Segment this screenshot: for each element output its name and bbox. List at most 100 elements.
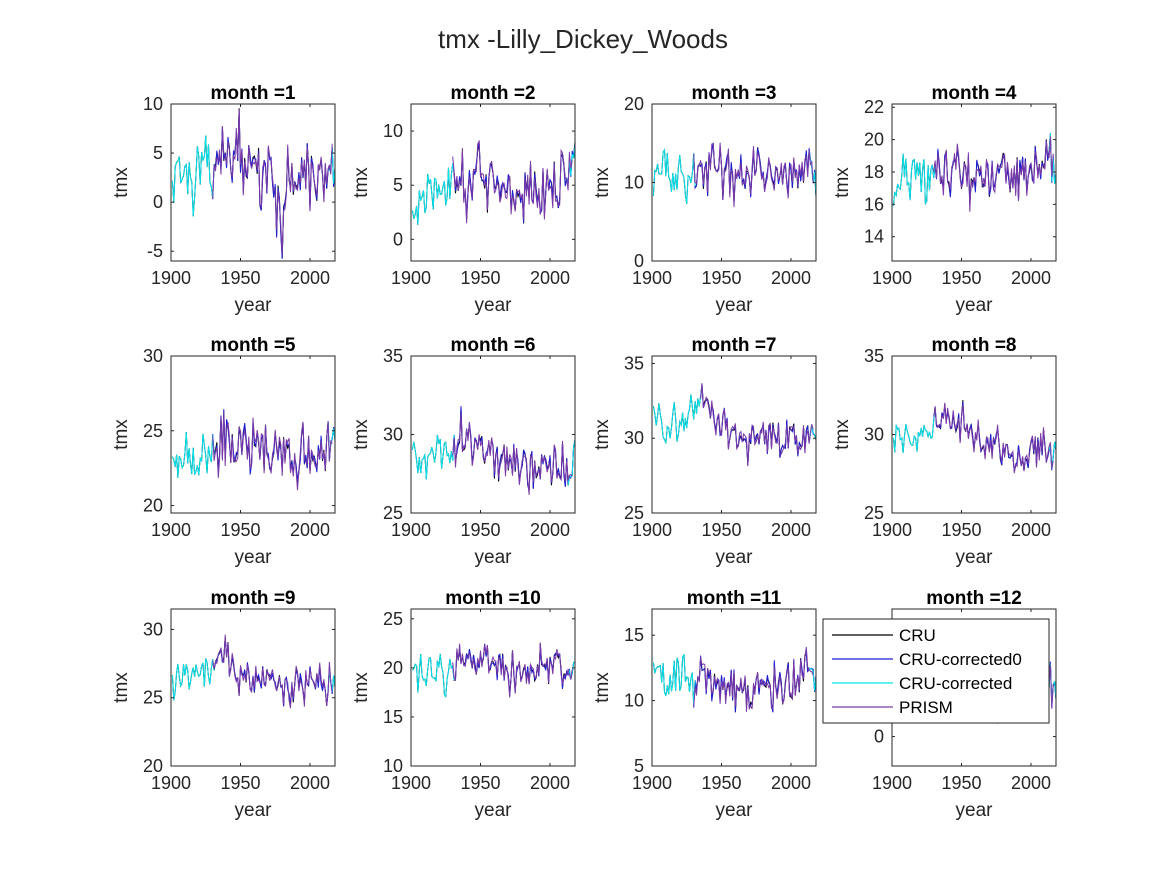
legend: CRU CRU-corrected0 CRU-corrected PRISM xyxy=(822,618,1050,724)
y-tick-label: 20 xyxy=(143,756,163,776)
y-tick-label: 0 xyxy=(634,251,644,271)
y-axis-label: tmx xyxy=(351,672,372,703)
series-line-cru-corrected0 xyxy=(212,109,335,259)
subplot-title: month =3 xyxy=(692,83,777,104)
series-line-prism xyxy=(933,136,1054,212)
y-tick-label: 30 xyxy=(864,425,884,445)
x-tick-label: 1950 xyxy=(220,520,260,540)
y-tick-label: 25 xyxy=(143,421,163,441)
series-line-cru-corrected0 xyxy=(933,401,1056,472)
series-line-cru-corrected xyxy=(652,148,696,204)
x-tick-label: 2000 xyxy=(771,268,811,288)
legend-box xyxy=(822,618,1050,724)
x-tick-label: 2000 xyxy=(771,773,811,793)
x-tick-label: 1950 xyxy=(460,268,500,288)
series-line-cru xyxy=(411,407,575,491)
x-axis-label: year xyxy=(956,295,994,316)
x-axis-label: year xyxy=(235,800,273,821)
x-tick-label: 1950 xyxy=(941,773,981,793)
x-tick-label: 2000 xyxy=(530,268,570,288)
x-tick-label: 1900 xyxy=(151,520,191,540)
x-axis-label: year xyxy=(716,800,754,821)
y-tick-label: 30 xyxy=(143,346,163,366)
subplot-title: month =10 xyxy=(445,588,541,609)
subplot-title: month =7 xyxy=(692,335,777,356)
axes-box xyxy=(410,103,576,262)
x-tick-label: 2000 xyxy=(290,520,330,540)
figure-title: tmx -Lilly_Dickey_Woods xyxy=(438,24,728,54)
y-tick-label: 5 xyxy=(634,756,644,776)
series-line-prism xyxy=(212,110,333,255)
x-tick-label: 2000 xyxy=(530,520,570,540)
axes-box xyxy=(170,355,336,514)
subplot-month-2: 1900 1950 2000 0 5 10 month =2 year tmx xyxy=(351,83,576,316)
y-axis-label: tmx xyxy=(832,167,853,198)
axes-box xyxy=(170,103,336,262)
y-tick-label: 10 xyxy=(383,756,403,776)
y-tick-label: 0 xyxy=(153,192,163,212)
subplot-title: month =1 xyxy=(211,83,296,104)
x-tick-label: 1900 xyxy=(151,268,191,288)
x-tick-label: 1900 xyxy=(872,520,912,540)
series-line-cru-corrected0 xyxy=(700,385,816,465)
x-axis-label: year xyxy=(956,800,994,821)
x-axis-label: year xyxy=(235,547,273,568)
legend-label-cru-corrected: CRU-corrected xyxy=(899,674,1012,693)
subplot-month-4: 1900 1950 2000 14 16 18 20 22 month =4 year tmx xyxy=(832,83,1057,316)
series-line-cru-corrected xyxy=(652,384,703,444)
x-tick-label: 1900 xyxy=(151,773,191,793)
subplot-title: month =9 xyxy=(211,588,296,609)
axes-box xyxy=(170,608,336,767)
y-tick-label: 25 xyxy=(383,503,403,523)
y-tick-label: 15 xyxy=(383,707,403,727)
subplot-month-3: 1900 1950 2000 0 10 20 month =3 year tmx xyxy=(592,83,817,316)
series-line-cru-corrected xyxy=(171,432,215,479)
series-line-cru-corrected0 xyxy=(212,637,335,707)
axes-box xyxy=(410,355,576,514)
axes-box xyxy=(891,355,1057,514)
x-tick-label: 1900 xyxy=(391,773,431,793)
series-line-prism xyxy=(212,634,333,709)
legend-label-cru: CRU xyxy=(899,626,936,645)
series-line-prism xyxy=(452,413,573,495)
series-line-prism xyxy=(700,383,814,467)
series-line-cru-corrected xyxy=(411,163,455,225)
y-tick-label: 25 xyxy=(143,688,163,708)
subplot-title: month =4 xyxy=(932,83,1017,104)
subplot-title: month =2 xyxy=(451,83,536,104)
y-tick-label: 0 xyxy=(874,727,884,747)
y-tick-label: 10 xyxy=(383,121,403,141)
x-tick-label: 2000 xyxy=(1011,268,1051,288)
x-tick-label: 1900 xyxy=(391,268,431,288)
series-line-cru-corrected xyxy=(171,135,215,217)
y-tick-label: 14 xyxy=(864,227,884,247)
x-tick-label: 2000 xyxy=(771,520,811,540)
x-tick-label: 1950 xyxy=(701,268,741,288)
x-tick-label: 1900 xyxy=(872,773,912,793)
y-tick-label: 25 xyxy=(383,609,403,629)
x-tick-label: 1950 xyxy=(941,268,981,288)
y-tick-label: 10 xyxy=(624,173,644,193)
y-tick-label: 35 xyxy=(864,346,884,366)
axes-box xyxy=(651,355,817,514)
x-tick-label: 1950 xyxy=(220,268,260,288)
series-line-cru-corrected0 xyxy=(693,652,816,713)
y-tick-label: -5 xyxy=(147,241,163,261)
series-line-cru-corrected-tail xyxy=(808,667,816,691)
y-tick-label: 5 xyxy=(393,175,403,195)
series-line-cru-corrected-tail xyxy=(567,439,575,486)
x-tick-label: 1900 xyxy=(632,520,672,540)
x-tick-label: 1950 xyxy=(701,520,741,540)
series-line-cru-corrected xyxy=(652,654,696,706)
y-tick-label: 22 xyxy=(864,97,884,117)
y-axis-label: tmx xyxy=(111,419,132,450)
y-tick-label: 35 xyxy=(383,346,403,366)
y-axis-label: tmx xyxy=(351,167,372,198)
y-axis-label: tmx xyxy=(111,672,132,703)
axes-box xyxy=(410,608,576,767)
y-tick-label: 35 xyxy=(624,353,644,373)
subplot-title: month =6 xyxy=(451,335,536,356)
x-tick-label: 2000 xyxy=(530,773,570,793)
y-tick-label: 25 xyxy=(624,503,644,523)
